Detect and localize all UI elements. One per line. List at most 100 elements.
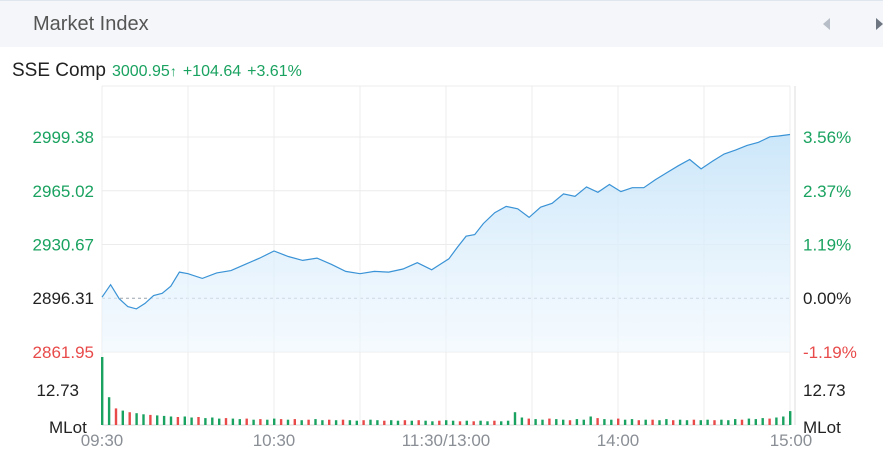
volume-bar <box>252 419 255 425</box>
right-tick-label: 2.37% <box>803 182 851 201</box>
right-tick-label: 1.19% <box>803 235 851 254</box>
volume-unit-label-right: MLot <box>803 418 841 437</box>
volume-bar <box>506 420 510 425</box>
volume-bar <box>355 420 358 425</box>
volume-bar <box>128 412 131 425</box>
volume-bar <box>644 419 647 425</box>
volume-bar <box>328 419 331 425</box>
volume-bar <box>431 421 434 425</box>
volume-bar <box>321 420 324 425</box>
volume-bar <box>720 419 723 425</box>
volume-bar <box>555 419 558 425</box>
volume-bar <box>754 419 757 425</box>
volume-bar <box>334 420 338 425</box>
volume-bars <box>101 357 792 425</box>
volume-bar <box>706 419 709 425</box>
volume-bar <box>623 419 627 425</box>
volume-bar <box>782 416 785 425</box>
volume-bar <box>314 419 317 425</box>
left-tick-label: 2861.95 <box>33 343 94 362</box>
volume-bar <box>747 418 751 425</box>
volume-bar <box>699 420 702 425</box>
volume-bar <box>231 418 235 425</box>
volume-bar <box>410 420 413 425</box>
axis-labels: 2999.38 2965.02 2930.67 2896.31 2861.95 3.56%… <box>33 128 857 450</box>
x-tick-label: 10:30 <box>253 431 296 450</box>
volume-bar <box>142 414 145 425</box>
volume-bar <box>493 420 496 425</box>
volume-bar <box>293 419 296 425</box>
index-last-price: 3000.95 <box>111 63 170 80</box>
volume-bar <box>734 419 737 425</box>
left-tick-label: 2930.67 <box>33 235 94 254</box>
volume-bar <box>218 418 221 425</box>
volume-bar <box>424 420 427 425</box>
volume-bar <box>775 417 778 425</box>
volume-bar <box>548 418 551 425</box>
volume-bar <box>245 418 248 425</box>
volume-bar <box>520 417 524 425</box>
left-tick-label: 2965.02 <box>33 182 94 201</box>
volume-bar <box>279 419 283 425</box>
volume-bar <box>451 420 455 425</box>
volume-bar <box>630 419 634 425</box>
volume-bar <box>672 420 675 425</box>
volume-bar <box>307 419 310 425</box>
volume-bar <box>513 412 517 425</box>
volume-bar <box>458 421 462 425</box>
volume-bar <box>740 419 744 425</box>
volume-bar <box>527 418 530 425</box>
volume-bar <box>362 420 365 425</box>
panel-title: Market Index <box>33 13 149 35</box>
volume-bar <box>486 421 489 425</box>
volume-bar <box>259 419 262 425</box>
volume-bar <box>273 418 276 425</box>
price-area <box>102 134 790 352</box>
volume-bar <box>348 420 352 425</box>
volume-bar <box>169 416 173 425</box>
volume-bar <box>568 420 572 425</box>
volume-bar <box>534 419 537 425</box>
left-tick-label: 2999.38 <box>33 128 94 147</box>
volume-bar <box>238 419 241 425</box>
volume-bar <box>685 420 689 425</box>
volume-max-label-left: 12.73 <box>36 381 79 400</box>
volume-bar <box>789 411 792 425</box>
index-name: SSE Comp <box>12 60 106 81</box>
volume-bar <box>575 419 579 425</box>
price-line-group <box>101 133 791 310</box>
volume-bar <box>678 419 682 425</box>
volume-bar <box>637 420 640 425</box>
volume-bar <box>114 408 118 425</box>
volume-bar <box>135 413 138 425</box>
volume-bar <box>761 418 764 425</box>
volume-bar <box>438 420 441 425</box>
volume-bar <box>107 397 111 425</box>
volume-bar <box>156 415 159 425</box>
previous-arrow-icon[interactable] <box>823 18 830 30</box>
volume-bar <box>204 418 207 425</box>
volume-bar <box>390 420 393 425</box>
volume-bar <box>562 419 565 425</box>
volume-bar <box>211 417 214 425</box>
volume-bar <box>224 418 228 425</box>
index-change: +104.64 <box>182 63 242 80</box>
volume-bar <box>417 420 420 425</box>
volume-bar <box>266 419 269 425</box>
price-line <box>101 133 791 310</box>
volume-bar <box>610 419 613 425</box>
volume-bar <box>376 420 379 425</box>
volume-bar <box>403 420 407 425</box>
volume-bar <box>183 416 186 425</box>
volume-bar <box>286 419 290 425</box>
volume-bar <box>176 417 180 425</box>
volume-bar <box>658 420 661 425</box>
right-tick-label: -1.19% <box>803 343 857 362</box>
volume-bar <box>727 420 730 425</box>
volume-bar <box>300 420 303 425</box>
up-arrow-icon: ↑ <box>169 63 177 79</box>
next-arrow-icon[interactable] <box>876 18 883 30</box>
volume-bar <box>603 419 606 425</box>
volume-bar <box>541 419 544 425</box>
